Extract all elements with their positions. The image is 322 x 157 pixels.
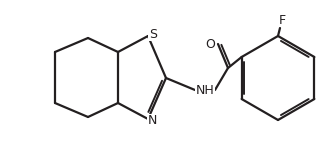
Text: F: F	[279, 14, 286, 27]
Text: O: O	[205, 38, 215, 51]
Text: N: N	[147, 114, 157, 127]
Text: NH: NH	[196, 84, 214, 97]
Text: S: S	[149, 27, 157, 41]
